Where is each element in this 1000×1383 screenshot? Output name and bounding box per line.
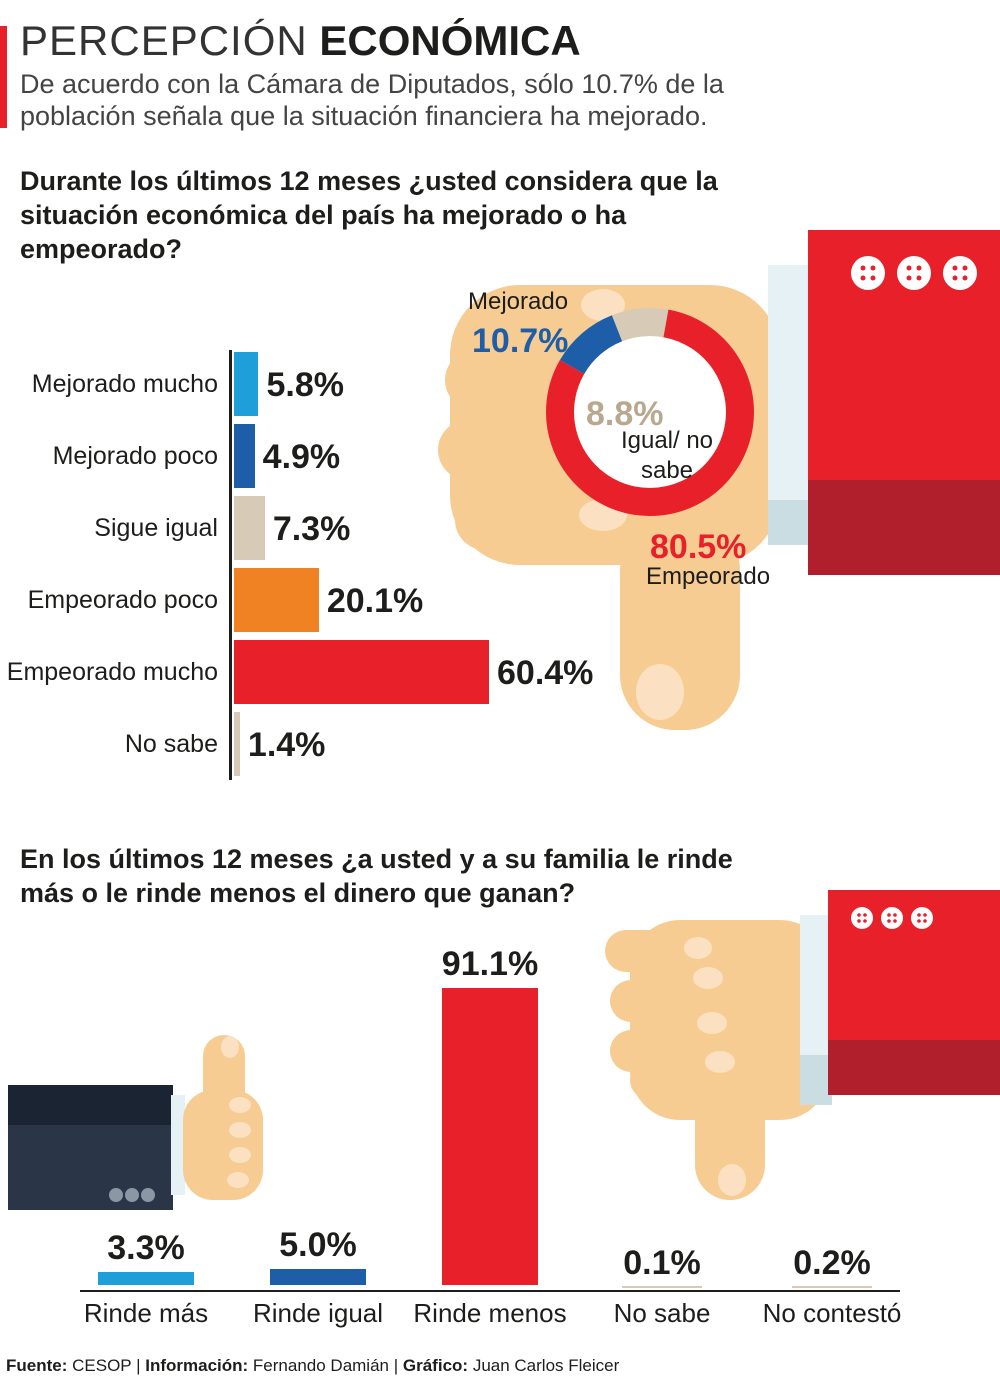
three-buttons-icon [109,1188,155,1202]
footer-separator: | [136,1356,141,1375]
donut-value-igual: 8.8% [586,395,664,433]
page-subtitle: De acuerdo con la Cámara de Diputados, s… [20,69,724,131]
bar-value-mejorado-mucho: 5.8% [266,366,344,404]
thumbs-down-hand-small-icon [605,890,1000,1200]
bar-value-rinde-igual: 5.0% [279,1225,357,1264]
source-credits: Fuente: CESOP | Información: Fernando Da… [6,1355,619,1377]
title-bold: ECONÓMICA [319,17,581,64]
x-tick-no-sabe: No sabe [613,1298,711,1328]
bar-value-mejorado-poco: 4.9% [262,438,341,476]
footer-fuente-value: CESOP [72,1356,132,1375]
bar-no-sabe [234,712,240,776]
thumbs-up-hand-icon [8,1035,263,1210]
bar-mejorado-mucho [234,352,259,416]
donut-slice-mejorado [559,315,623,375]
header-accent-bar [0,26,7,128]
bar-value-empeorado-poco: 20.1% [326,582,424,620]
bar-value-empeorado-mucho: 60.4% [497,654,594,692]
bar-value-rinde-mas: 3.3% [107,1229,185,1267]
page-title: PERCEPCIÓN ECONÓMICA [20,16,581,66]
question-1: Durante los últimos 12 meses ¿usted cons… [20,166,718,264]
bar-label-sigue-igual: Sigue igual [94,514,218,542]
footer-grafico-value: Juan Carlos Fleicer [472,1356,620,1375]
bar-rinde-menos [442,988,538,1285]
bar-sigue-igual [234,496,265,560]
bar-no-contesto [792,1286,872,1288]
bar-value-no-sabe: 0.1% [623,1244,701,1282]
donut-label-empeorado: Empeorado [646,563,771,590]
bar-label-mejorado-poco: Mejorado poco [52,442,218,470]
bar-label-no-sabe: No sabe [124,730,218,758]
bar-chart-2-axis [80,1290,900,1292]
donut-slice-igual-no-sabe [611,308,669,342]
x-tick-rinde-menos: Rinde menos [413,1298,567,1328]
donut-value-empeorado: 80.5% [650,528,747,566]
footer-info-value: Fernando Damián [252,1356,389,1375]
footer-fuente-label: Fuente: [6,1356,68,1375]
donut-label-mejorado: Mejorado [468,288,569,315]
three-buttons-icon [851,907,933,929]
footer-grafico-label: Gráfico: [402,1356,469,1375]
donut-label-igual: Igual/ no sabe [620,427,714,484]
bar-empeorado-poco [234,568,319,632]
x-tick-rinde-igual: Rinde igual [252,1298,384,1328]
bar-value-sigue-igual: 7.3% [272,510,351,548]
bar-label-empeorado-poco: Empeorado poco [27,586,218,614]
bar-no-sabe [622,1286,702,1288]
bar-label-mejorado-mucho: Mejorado mucho [31,370,218,398]
donut-hole [574,336,726,488]
donut-slice-empeorado [546,309,754,516]
footer-info-label: Información: [145,1356,249,1375]
question-2: En los últimos 12 meses ¿a usted y a su … [20,844,733,908]
bar-empeorado-mucho [234,640,489,704]
x-tick-rinde-mas: Rinde más [83,1298,209,1328]
title-light: PERCEPCIÓN [20,17,308,64]
bar-chart-1-axis [229,350,232,780]
bar-value-no-contesto: 0.2% [793,1244,871,1282]
bar-rinde-mas [98,1272,194,1285]
bar-rinde-igual [270,1268,366,1285]
donut-chart [546,308,754,516]
x-tick-no-contesto: No contestó [762,1298,902,1328]
donut-value-mejorado: 10.7% [472,322,569,360]
footer-separator: | [393,1356,399,1375]
bar-label-empeorado-mucho: Empeorado mucho [6,658,218,686]
three-buttons-icon [851,256,977,290]
bar-mejorado-poco [234,424,255,488]
bar-value-no-sabe: 1.4% [247,726,326,764]
bar-value-rinde-menos: 91.1% [441,945,539,983]
